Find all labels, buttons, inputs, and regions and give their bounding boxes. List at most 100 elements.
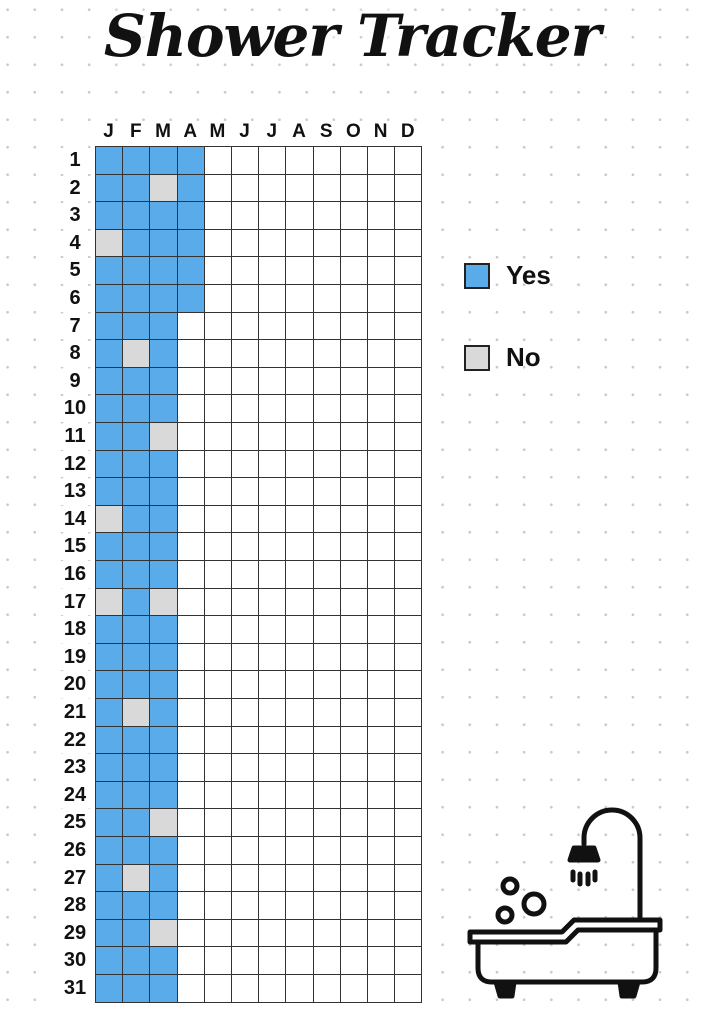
tracker-cell-empty[interactable] [368,395,396,423]
tracker-cell-empty[interactable] [232,174,260,203]
tracker-cell-empty[interactable] [232,561,260,589]
tracker-cell-yes[interactable] [96,202,124,230]
tracker-cell-empty[interactable] [395,919,423,948]
tracker-cell-yes[interactable] [123,174,151,203]
tracker-cell-empty[interactable] [204,367,232,396]
tracker-cell-no[interactable] [123,864,151,893]
tracker-cell-empty[interactable] [259,478,287,506]
tracker-cell-empty[interactable] [232,533,260,561]
tracker-cell-yes[interactable] [96,699,124,727]
tracker-cell-empty[interactable] [340,726,368,755]
tracker-cell-yes[interactable] [150,837,178,865]
tracker-cell-empty[interactable] [313,229,341,258]
tracker-cell-empty[interactable] [395,837,423,865]
tracker-cell-empty[interactable] [340,837,368,865]
tracker-cell-empty[interactable] [259,395,287,423]
tracker-cell-empty[interactable] [232,671,260,699]
tracker-cell-empty[interactable] [395,671,423,699]
tracker-cell-yes[interactable] [123,561,151,589]
tracker-cell-yes[interactable] [150,257,178,285]
tracker-cell-empty[interactable] [259,561,287,589]
tracker-cell-empty[interactable] [313,726,341,755]
tracker-cell-empty[interactable] [204,478,232,506]
tracker-cell-yes[interactable] [123,975,151,1003]
tracker-cell-empty[interactable] [395,202,423,230]
tracker-cell-yes[interactable] [96,643,124,672]
tracker-cell-empty[interactable] [232,754,260,782]
tracker-cell-yes[interactable] [123,257,151,285]
tracker-cell-empty[interactable] [286,781,314,810]
tracker-cell-empty[interactable] [368,837,396,865]
tracker-cell-empty[interactable] [286,726,314,755]
tracker-cell-no[interactable] [150,809,178,837]
tracker-cell-no[interactable] [150,919,178,948]
tracker-cell-yes[interactable] [150,864,178,893]
tracker-cell-empty[interactable] [232,478,260,506]
tracker-cell-empty[interactable] [204,423,232,451]
tracker-cell-empty[interactable] [204,450,232,479]
tracker-cell-empty[interactable] [368,781,396,810]
tracker-cell-empty[interactable] [259,919,287,948]
tracker-cell-empty[interactable] [286,837,314,865]
tracker-cell-empty[interactable] [313,202,341,230]
tracker-cell-empty[interactable] [313,285,341,313]
tracker-cell-empty[interactable] [368,478,396,506]
tracker-cell-empty[interactable] [259,837,287,865]
tracker-cell-empty[interactable] [313,367,341,396]
tracker-cell-empty[interactable] [259,671,287,699]
tracker-cell-empty[interactable] [313,423,341,451]
tracker-cell-yes[interactable] [96,312,124,341]
tracker-cell-empty[interactable] [340,478,368,506]
tracker-cell-empty[interactable] [395,395,423,423]
tracker-cell-empty[interactable] [177,726,205,755]
tracker-cell-empty[interactable] [368,229,396,258]
tracker-cell-no[interactable] [123,340,151,368]
tracker-cell-empty[interactable] [395,643,423,672]
tracker-cell-yes[interactable] [96,919,124,948]
tracker-cell-empty[interactable] [313,588,341,617]
tracker-cell-empty[interactable] [313,561,341,589]
tracker-cell-empty[interactable] [232,505,260,534]
tracker-cell-empty[interactable] [232,781,260,810]
tracker-cell-yes[interactable] [96,892,124,920]
tracker-cell-empty[interactable] [259,423,287,451]
tracker-cell-yes[interactable] [123,726,151,755]
tracker-cell-yes[interactable] [123,285,151,313]
tracker-cell-yes[interactable] [123,147,151,175]
tracker-cell-empty[interactable] [368,699,396,727]
tracker-cell-empty[interactable] [259,147,287,175]
tracker-cell-empty[interactable] [368,147,396,175]
tracker-cell-yes[interactable] [150,947,178,975]
tracker-cell-empty[interactable] [368,450,396,479]
tracker-cell-yes[interactable] [123,781,151,810]
tracker-cell-empty[interactable] [286,229,314,258]
tracker-cell-empty[interactable] [259,975,287,1003]
tracker-cell-yes[interactable] [96,423,124,451]
tracker-cell-yes[interactable] [150,671,178,699]
tracker-cell-yes[interactable] [177,174,205,203]
tracker-cell-empty[interactable] [259,699,287,727]
tracker-cell-empty[interactable] [313,478,341,506]
tracker-cell-yes[interactable] [177,285,205,313]
tracker-cell-yes[interactable] [123,588,151,617]
tracker-cell-empty[interactable] [340,174,368,203]
tracker-cell-empty[interactable] [177,809,205,837]
tracker-cell-empty[interactable] [177,643,205,672]
tracker-cell-empty[interactable] [204,174,232,203]
tracker-cell-empty[interactable] [313,395,341,423]
tracker-cell-empty[interactable] [286,588,314,617]
tracker-cell-empty[interactable] [232,643,260,672]
tracker-cell-yes[interactable] [150,726,178,755]
tracker-cell-empty[interactable] [232,616,260,644]
tracker-cell-empty[interactable] [368,174,396,203]
tracker-cell-empty[interactable] [177,616,205,644]
tracker-cell-empty[interactable] [286,147,314,175]
tracker-cell-no[interactable] [96,588,124,617]
tracker-cell-yes[interactable] [123,892,151,920]
tracker-cell-empty[interactable] [177,947,205,975]
tracker-cell-empty[interactable] [259,312,287,341]
tracker-cell-empty[interactable] [259,864,287,893]
tracker-cell-yes[interactable] [123,754,151,782]
tracker-cell-empty[interactable] [395,450,423,479]
tracker-cell-yes[interactable] [123,505,151,534]
